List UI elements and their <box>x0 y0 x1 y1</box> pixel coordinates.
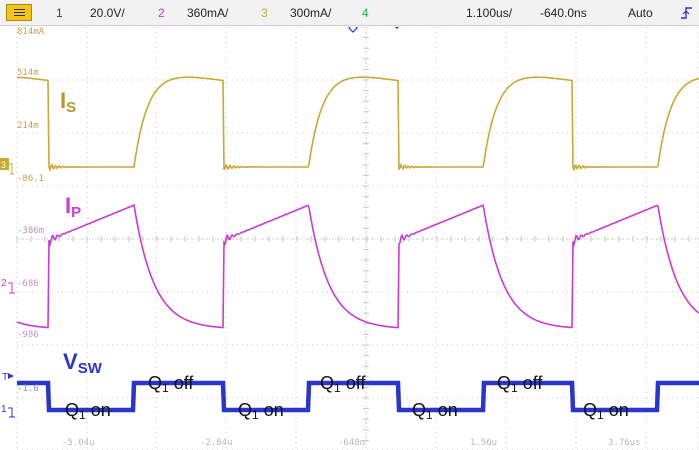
ch1-scale[interactable]: 20.0V/ <box>90 6 125 20</box>
svg-text:3: 3 <box>1 160 6 170</box>
timebase-readout[interactable]: 1.100us/ <box>466 6 513 20</box>
q1-on-label: Q1 on <box>583 400 629 422</box>
time-label: -5.04u <box>62 438 95 448</box>
ch2-level-label: -386m <box>17 226 44 236</box>
time-label: 3.76us <box>608 438 641 448</box>
ch3-level-label: 214m <box>17 121 39 131</box>
graticule <box>16 27 699 450</box>
time-label: -640n <box>338 438 365 448</box>
is-label: IS <box>60 88 76 116</box>
ch2-level-label: -686 <box>17 279 39 289</box>
q1-state-labels: Q1 off Q1 off Q1 off Q1 on Q1 on Q1 on Q1 on <box>65 373 629 422</box>
ch3-number[interactable]: 3 <box>261 6 268 20</box>
vsw-label: VSW <box>63 349 103 377</box>
time-label: -2.84u <box>200 438 233 448</box>
scope-toolbar: 1 20.0V/ 2 360mA/ 3 300mA/ 4 1.100us/ -6… <box>0 0 699 26</box>
svg-text:1: 1 <box>1 404 7 415</box>
ch3-scale[interactable]: 300mA/ <box>290 6 332 20</box>
q1-off-label: Q1 off <box>148 373 194 395</box>
svg-text:2: 2 <box>1 278 7 289</box>
ch1-ground-marker[interactable]: 1 <box>1 404 15 418</box>
trace-ch2-ip <box>16 203 699 329</box>
trigger-position-marker[interactable] <box>348 27 401 33</box>
ch3-ground-marker[interactable]: 3 <box>0 158 14 175</box>
trace-ch3-is <box>17 76 699 173</box>
q1-on-label: Q1 on <box>65 400 111 422</box>
trigger-mode[interactable]: Auto <box>628 6 653 20</box>
trigger-edge-icon[interactable] <box>680 6 694 20</box>
waveforms <box>16 76 699 413</box>
scope-screen[interactable]: 814mA 514m 214m -86.1 -386m -686 -986 -1… <box>0 27 699 450</box>
ch3-level-label: 814mA <box>17 27 45 37</box>
q1-on-label: Q1 on <box>412 400 458 422</box>
delay-readout[interactable]: -640.0ns <box>540 6 587 20</box>
ip-label: IP <box>65 193 81 221</box>
trigger-level-marker[interactable]: T <box>2 372 14 383</box>
q1-on-label: Q1 on <box>238 400 284 422</box>
ch3-level-label: 514m <box>17 68 39 78</box>
svg-text:T: T <box>2 372 8 383</box>
ch2-level-label: -986 <box>17 330 39 340</box>
ch1-level-label: -1.6 <box>17 384 39 394</box>
time-label: 1.56u <box>470 438 497 448</box>
ch2-scale[interactable]: 360mA/ <box>187 6 229 20</box>
trace-ch1-vsw <box>17 380 699 413</box>
q1-off-label: Q1 off <box>320 373 366 395</box>
ch2-ground-marker[interactable]: 2 <box>1 278 15 294</box>
menu-button[interactable] <box>6 4 32 21</box>
ch4-number[interactable]: 4 <box>362 6 369 20</box>
ch1-number[interactable]: 1 <box>56 6 63 20</box>
q1-off-label: Q1 off <box>497 373 543 395</box>
ch2-number[interactable]: 2 <box>158 6 165 20</box>
ch3-level-label: -86.1 <box>17 174 44 184</box>
